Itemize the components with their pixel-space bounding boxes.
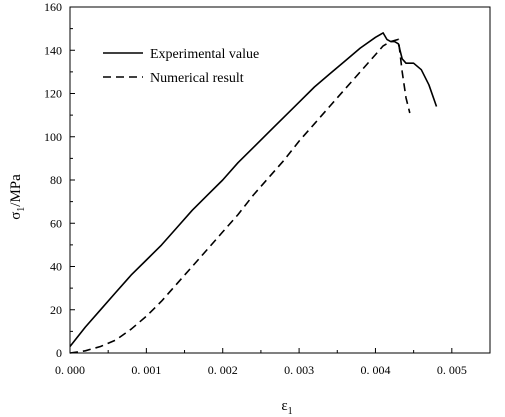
x-tick-label: 0. 005 bbox=[437, 363, 467, 377]
y-axis: 0 20 40 60 80 100 120 140 160 bbox=[44, 0, 75, 360]
x-axis-title-main: ε bbox=[281, 398, 287, 414]
y-tick-label: 40 bbox=[50, 260, 62, 274]
series-line-experimental bbox=[69, 32, 438, 347]
y-axis-title: σ1/MPa bbox=[8, 174, 27, 220]
y-tick-label: 100 bbox=[44, 130, 62, 144]
x-axis: 0. 000 0. 001 0. 002 0. 003 0. 004 0. 005 bbox=[55, 348, 467, 377]
y-tick-label: 80 bbox=[50, 173, 62, 187]
series-line-numerical bbox=[69, 38, 411, 354]
y-axis-title-sub: 1 bbox=[16, 207, 27, 212]
y-axis-title-unit: /MPa bbox=[8, 174, 24, 207]
plot-frame bbox=[69, 6, 491, 354]
legend-label-experimental: Experimental value bbox=[150, 47, 259, 62]
legend: Experimental value Numerical result bbox=[103, 47, 259, 86]
x-tick-label: 0. 003 bbox=[284, 363, 314, 377]
x-tick-label: 0. 001 bbox=[131, 363, 161, 377]
x-tick-label: 0. 002 bbox=[208, 363, 238, 377]
x-axis-title-sub: 1 bbox=[288, 406, 293, 417]
plot-area bbox=[69, 6, 491, 354]
y-tick-label: 120 bbox=[44, 87, 62, 101]
y-axis-title-main: σ bbox=[8, 212, 24, 220]
legend-label-numerical: Numerical result bbox=[150, 71, 244, 86]
y-tick-label: 140 bbox=[44, 43, 62, 57]
x-axis-title: ε1 bbox=[281, 398, 292, 417]
x-tick-label: 0. 000 bbox=[55, 363, 85, 377]
y-tick-label: 160 bbox=[44, 0, 62, 14]
y-tick-label: 60 bbox=[50, 216, 62, 230]
series-layer bbox=[69, 32, 438, 354]
y-tick-label: 0 bbox=[56, 346, 62, 360]
y-tick-label: 20 bbox=[50, 303, 62, 317]
x-tick-label: 0. 004 bbox=[360, 363, 390, 377]
